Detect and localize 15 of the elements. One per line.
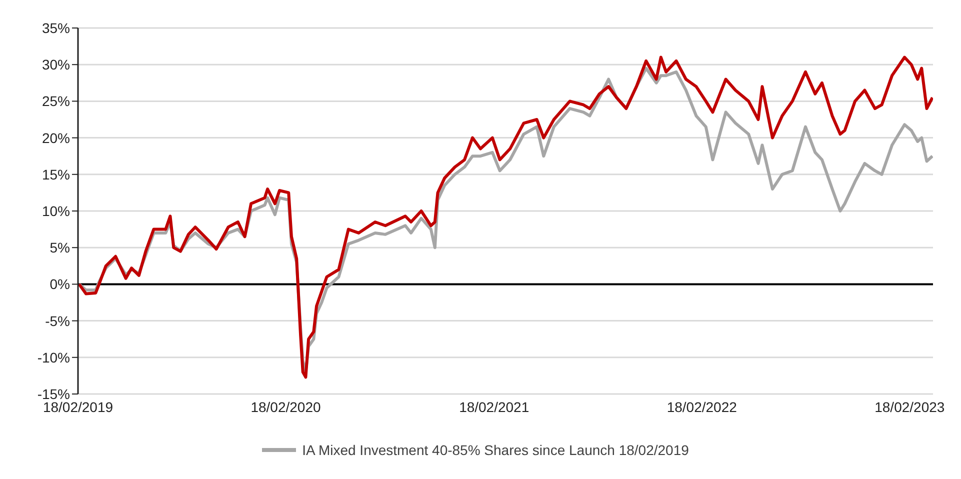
- y-tick-label: -10%: [37, 349, 70, 366]
- x-tick-label: 18/02/2022: [666, 398, 738, 415]
- x-tick-label: 18/02/2021: [459, 398, 530, 415]
- x-tick-label: 18/02/2020: [250, 398, 322, 415]
- y-tick-label: 0%: [50, 276, 70, 292]
- y-tick-label: -5%: [45, 312, 70, 329]
- y-tick-label: 10%: [42, 202, 70, 219]
- y-tick-label: 35%: [42, 20, 70, 36]
- y-tick-label: 30%: [42, 56, 70, 73]
- y-tick-label: 5%: [50, 240, 70, 256]
- y-tick-label: 15%: [42, 166, 70, 182]
- y-tick-label: 25%: [42, 93, 70, 110]
- legend-label: IA Mixed Investment 40-85% Shares since Launch 18/02/2019: [302, 442, 689, 458]
- y-tick-label: 20%: [42, 130, 70, 146]
- x-tick-label: 18/02/2023: [874, 398, 945, 415]
